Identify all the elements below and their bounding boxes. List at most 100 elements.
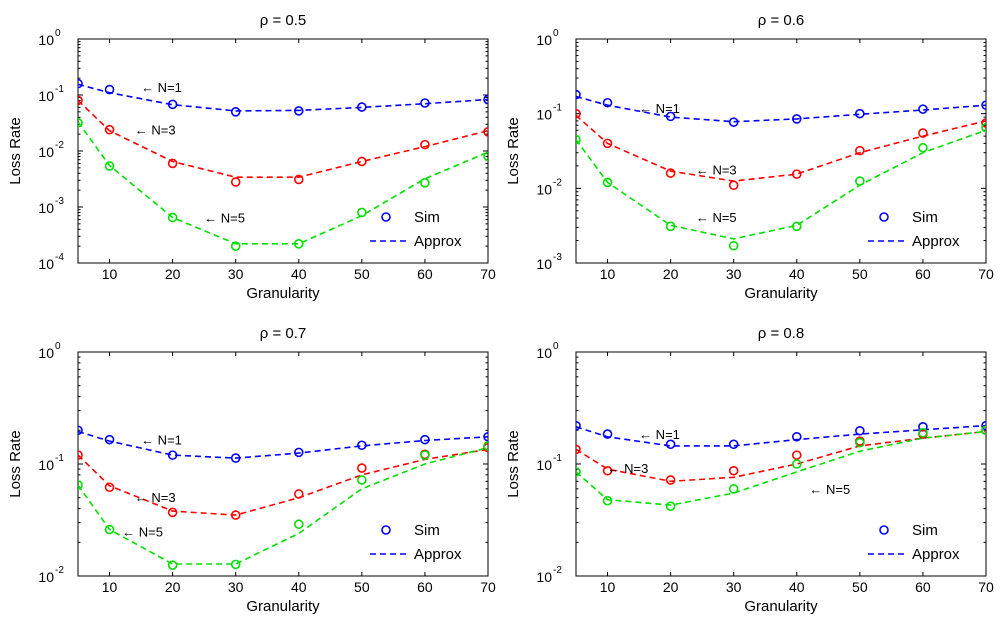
axes-box: [575, 38, 987, 264]
sim-point-n3: [665, 475, 676, 485]
annotation-label: ← N=3: [135, 490, 176, 505]
chart-title: ρ = 0.7: [260, 325, 306, 342]
sim-point-n1: [78, 78, 83, 89]
sim-point-n5: [576, 134, 581, 145]
y-tick-exponent: -1: [553, 453, 562, 464]
chart-title: ρ = 0.5: [260, 12, 306, 29]
sim-point-n1: [981, 420, 986, 431]
x-tick-label: 10: [102, 579, 118, 595]
x-axis-label: Granularity: [246, 598, 320, 615]
y-tick-label: 10: [38, 457, 54, 473]
sim-point-n5: [167, 560, 178, 570]
y-tick-exponent: -1: [553, 103, 562, 114]
y-tick-exponent: -3: [55, 196, 64, 207]
sim-point-n3: [602, 465, 613, 476]
sim-point-n5: [665, 221, 676, 232]
x-tick-label: 20: [165, 579, 181, 595]
sim-point-n5: [293, 519, 304, 530]
sim-point-n3: [981, 118, 986, 128]
sim-point-n5: [293, 239, 304, 249]
sim-point-n5: [602, 495, 613, 506]
y-tick-label: 10: [536, 107, 552, 123]
sim-point-n1: [791, 431, 802, 442]
legend-sim-label: Sim: [414, 209, 440, 226]
sim-point-n3: [78, 95, 83, 106]
sim-point-n5: [576, 467, 581, 477]
plot-area: [78, 425, 488, 570]
sim-point-n5: [918, 142, 928, 153]
sim-point-n1: [483, 94, 488, 105]
y-tick-label: 10: [38, 200, 54, 216]
sim-point-n5: [981, 122, 986, 133]
y-tick-exponent: 0: [553, 28, 559, 39]
y-tick-exponent: -2: [553, 177, 562, 188]
sim-point-n5: [357, 207, 367, 218]
plot-area: [576, 89, 986, 251]
sim-point-n5: [728, 240, 739, 251]
x-tick-label: 40: [291, 266, 307, 282]
sim-point-n1: [855, 108, 865, 119]
x-tick-label: 10: [600, 266, 616, 282]
x-tick-label: 70: [480, 579, 496, 595]
sim-point-n1: [855, 425, 865, 436]
annotation-label: ← N=3: [696, 162, 737, 177]
sim-point-n3: [665, 168, 676, 178]
x-tick-label: 60: [915, 266, 931, 282]
annotation-label: ← N=5: [122, 524, 163, 539]
approx-line-n1: [576, 424, 986, 447]
annotation-label: ← N=1: [141, 433, 182, 448]
sim-point-n3: [918, 128, 928, 138]
sim-point-n1: [576, 89, 581, 100]
approx-line-n1: [78, 83, 488, 112]
y-tick-label: 10: [536, 32, 552, 48]
sim-point-n5: [104, 161, 115, 171]
x-tick-label: 30: [228, 266, 244, 282]
sim-point-n5: [167, 212, 178, 223]
y-tick-exponent: -2: [55, 565, 64, 576]
x-tick-label: 50: [354, 579, 370, 595]
y-tick-exponent: -3: [553, 252, 562, 263]
plot-area: [78, 78, 488, 251]
sim-point-n5: [791, 221, 802, 232]
y-tick-label: 10: [38, 256, 54, 272]
sim-point-n5: [855, 437, 865, 448]
axes-box: [77, 351, 489, 577]
sim-point-n1: [357, 102, 367, 112]
plot-area: [576, 420, 986, 511]
sim-point-n1: [167, 99, 178, 110]
x-axis-label: Granularity: [744, 598, 818, 615]
sim-point-n5: [728, 484, 739, 494]
x-axis-label: Granularity: [246, 285, 320, 302]
sim-point-n1: [230, 453, 241, 463]
legend: Sim Approx: [868, 522, 960, 563]
y-tick-exponent: -2: [553, 565, 562, 576]
y-tick-exponent: 0: [55, 28, 61, 39]
sim-point-n3: [357, 156, 367, 167]
legend-approx-label: Approx: [414, 233, 462, 250]
sim-point-n1: [981, 100, 986, 110]
x-tick-label: 50: [852, 579, 868, 595]
y-tick-exponent: -2: [55, 140, 64, 151]
sim-point-n3: [855, 145, 865, 156]
approx-line-n3: [78, 99, 488, 178]
sim-point-n5: [981, 425, 986, 436]
sim-point-n5: [230, 559, 241, 570]
sim-point-n1: [576, 420, 581, 431]
annotation-label: ← N=5: [809, 482, 850, 497]
sim-point-n5: [78, 117, 83, 128]
y-tick-label: 10: [536, 181, 552, 197]
sim-point-n3: [728, 465, 739, 476]
sim-point-n3: [576, 444, 581, 455]
sim-point-n3: [104, 482, 115, 493]
y-tick-label: 10: [536, 569, 552, 585]
sim-point-n5: [665, 501, 676, 511]
sim-point-n3: [167, 158, 178, 169]
sim-point-n1: [293, 106, 304, 116]
chart-title: ρ = 0.8: [758, 325, 804, 342]
sim-point-n1: [420, 434, 430, 445]
approx-line-n3: [576, 114, 986, 182]
